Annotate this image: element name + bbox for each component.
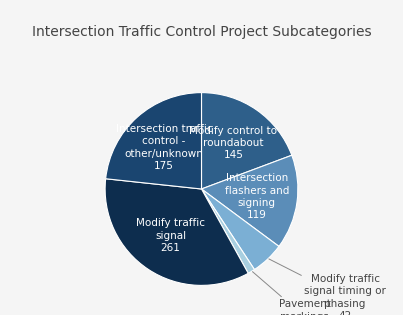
Text: Modify traffic
signal
261: Modify traffic signal 261	[136, 218, 205, 253]
Text: Modify traffic
signal timing or
phasing
42: Modify traffic signal timing or phasing …	[269, 259, 386, 315]
Wedge shape	[202, 155, 298, 246]
Text: Pavement
markings
9: Pavement markings 9	[252, 272, 331, 315]
Text: Intersection
flashers and
signing
119: Intersection flashers and signing 119	[224, 173, 289, 220]
Wedge shape	[105, 179, 248, 285]
Text: Modify control to
roundabout
145: Modify control to roundabout 145	[189, 126, 277, 160]
Text: Intersection traffic
control -
other/unknown
175: Intersection traffic control - other/unk…	[116, 124, 212, 171]
Wedge shape	[202, 93, 292, 189]
Wedge shape	[202, 189, 279, 270]
Wedge shape	[202, 189, 254, 273]
Wedge shape	[106, 93, 202, 189]
Title: Intersection Traffic Control Project Subcategories: Intersection Traffic Control Project Sub…	[32, 25, 371, 39]
